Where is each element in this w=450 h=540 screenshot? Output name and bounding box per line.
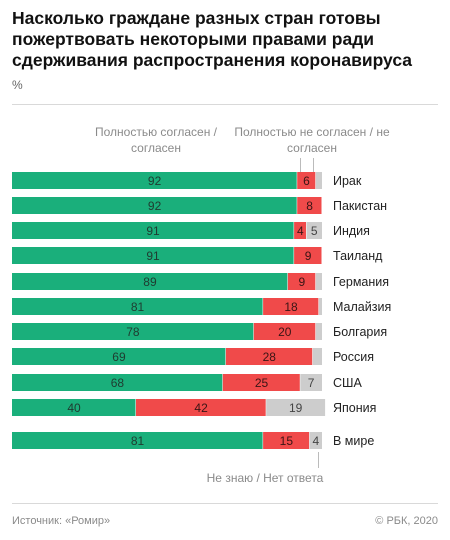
value-label-disagree: 8 bbox=[306, 199, 313, 213]
bar-dontknow bbox=[266, 399, 326, 416]
value-label-agree: 92 bbox=[148, 174, 162, 188]
legend-agree-pointer bbox=[300, 158, 301, 172]
value-label-disagree: 18 bbox=[284, 300, 298, 314]
legend-dontknow-label: Не знаю / Нет ответа bbox=[206, 471, 324, 485]
value-label-agree: 89 bbox=[143, 275, 157, 289]
category-label: Болгария bbox=[333, 325, 387, 339]
bar-agree bbox=[12, 197, 298, 214]
category-label: Индия bbox=[333, 224, 370, 238]
value-label-disagree: 6 bbox=[303, 174, 310, 188]
category-label: США bbox=[333, 376, 362, 390]
category-label: Пакистан bbox=[333, 199, 387, 213]
legend-disagree-label: Полностью не согласен / не согласен bbox=[234, 125, 390, 155]
top-divider bbox=[12, 104, 438, 105]
bar-agree bbox=[12, 298, 264, 315]
bar-agree bbox=[12, 247, 295, 264]
bar-dontknow bbox=[309, 432, 322, 449]
segment-divider bbox=[321, 197, 323, 214]
category-label: Германия bbox=[333, 275, 389, 289]
bar-disagree bbox=[263, 298, 319, 315]
bar-dontknow bbox=[315, 172, 322, 189]
value-label-disagree: 20 bbox=[278, 325, 292, 339]
value-label-dontknow: 19 bbox=[289, 401, 303, 415]
value-label-agree: 91 bbox=[146, 249, 160, 263]
value-label-dontknow: 7 bbox=[308, 376, 315, 390]
value-label-dontknow: 4 bbox=[312, 434, 319, 448]
bar-dontknow bbox=[306, 222, 322, 239]
value-label-disagree: 25 bbox=[255, 376, 269, 390]
bar-agree bbox=[12, 348, 226, 365]
bar-agree bbox=[12, 374, 223, 391]
value-label-disagree: 4 bbox=[297, 224, 304, 238]
value-label-agree: 81 bbox=[131, 434, 145, 448]
bar-disagree bbox=[263, 432, 310, 449]
value-label-disagree: 42 bbox=[194, 401, 208, 415]
bar-agree bbox=[12, 432, 264, 449]
bar-disagree bbox=[294, 247, 322, 264]
value-label-agree: 78 bbox=[126, 325, 140, 339]
legend-disagree-pointer bbox=[313, 158, 314, 172]
category-label: Малайзия bbox=[333, 300, 391, 314]
value-label-disagree: 9 bbox=[305, 249, 312, 263]
bar-disagree bbox=[253, 323, 316, 340]
bar-dontknow bbox=[318, 298, 322, 315]
value-label-agree: 69 bbox=[112, 350, 126, 364]
bar-disagree bbox=[136, 399, 267, 416]
bar-disagree bbox=[222, 374, 301, 391]
category-label: Россия bbox=[333, 350, 374, 364]
category-label: Ирак bbox=[333, 174, 362, 188]
bottom-divider bbox=[12, 503, 438, 504]
copyright-note: © РБК, 2020 bbox=[375, 515, 438, 527]
chart-title: Насколько граждане разных стран готовы п… bbox=[12, 8, 413, 70]
value-label-dontknow: 5 bbox=[311, 224, 318, 238]
value-label-disagree: 28 bbox=[263, 350, 277, 364]
value-label-agree: 91 bbox=[146, 224, 160, 238]
segment-divider bbox=[321, 247, 323, 264]
value-label-disagree: 9 bbox=[299, 275, 306, 289]
legend-agree-label: Полностью согласен / согласен bbox=[95, 125, 217, 155]
bar-dontknow bbox=[312, 348, 322, 365]
bar-dontknow bbox=[315, 273, 322, 290]
value-label-agree: 81 bbox=[131, 300, 145, 314]
category-label: В мире bbox=[333, 434, 374, 448]
bar-disagree bbox=[287, 273, 316, 290]
bar-agree bbox=[12, 399, 136, 416]
unit-label: % bbox=[12, 78, 23, 92]
bar-disagree bbox=[225, 348, 313, 365]
bar-disagree bbox=[294, 222, 307, 239]
value-label-disagree: 15 bbox=[280, 434, 294, 448]
value-label-agree: 68 bbox=[111, 376, 125, 390]
bar-agree bbox=[12, 273, 288, 290]
category-label: Япония bbox=[333, 401, 376, 415]
bar-agree bbox=[12, 172, 298, 189]
bar-disagree bbox=[297, 172, 316, 189]
bar-agree bbox=[12, 323, 254, 340]
value-label-agree: 40 bbox=[67, 401, 81, 415]
bar-dontknow bbox=[300, 374, 322, 391]
category-label: Таиланд bbox=[333, 249, 383, 263]
bar-dontknow bbox=[315, 323, 322, 340]
source-note: Источник: «Ромир» bbox=[12, 515, 111, 527]
value-label-agree: 92 bbox=[148, 199, 162, 213]
bar-agree bbox=[12, 222, 295, 239]
legend-dontknow-pointer bbox=[318, 452, 319, 468]
bar-disagree bbox=[297, 197, 322, 214]
